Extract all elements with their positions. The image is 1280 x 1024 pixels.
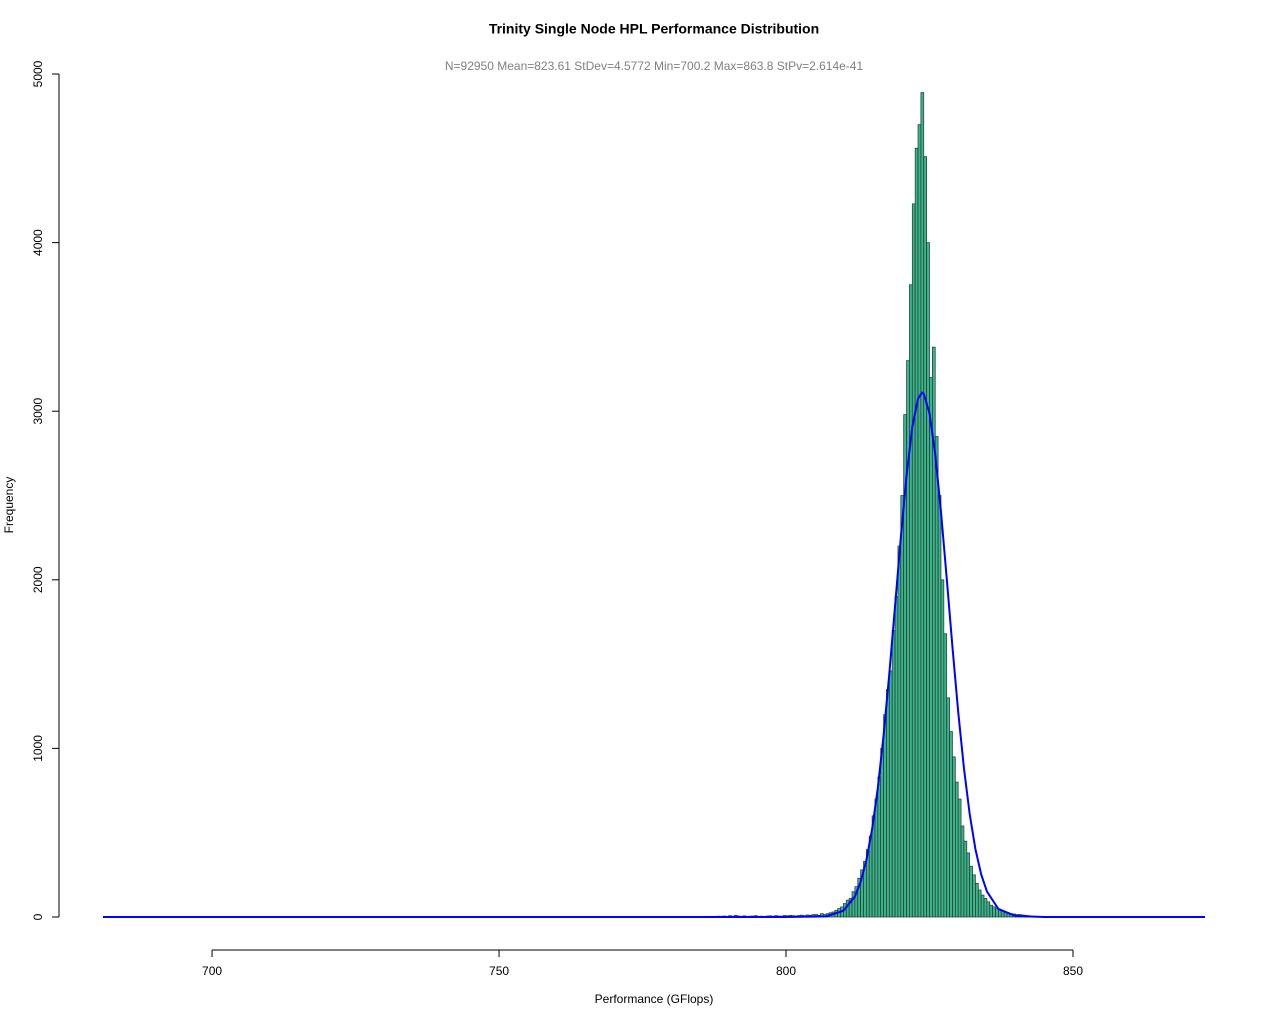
- bar: [943, 633, 948, 918]
- bar: [957, 798, 962, 918]
- y-tick-label: 1000: [31, 735, 45, 762]
- bar: [934, 436, 939, 918]
- bar: [960, 825, 965, 918]
- y-axis-label: Frequency: [2, 477, 16, 534]
- bar: [880, 748, 884, 918]
- bar: [923, 156, 927, 918]
- bar: [917, 124, 922, 918]
- bar: [992, 906, 996, 918]
- bar: [909, 284, 913, 918]
- x-axis-label: Performance (GFlops): [595, 992, 714, 1006]
- chart-subtitle: N=92950 Mean=823.61 StDev=4.5772 Min=700…: [445, 59, 864, 73]
- bar: [937, 495, 942, 918]
- bar: [949, 731, 953, 918]
- bar: [980, 894, 985, 918]
- bar: [977, 889, 982, 918]
- bar: [920, 92, 925, 918]
- bar: [911, 203, 916, 918]
- bar: [891, 630, 896, 918]
- y-tick-label: 3000: [31, 398, 45, 425]
- bar: [874, 798, 879, 918]
- bar: [952, 756, 956, 918]
- bar: [897, 545, 902, 918]
- bar: [914, 147, 919, 918]
- bar: [894, 596, 899, 918]
- bar: [888, 670, 893, 918]
- y-tick-label: 0: [31, 913, 45, 920]
- normal-curve: [103, 391, 1205, 918]
- bar: [929, 377, 933, 918]
- x-tick-label: 700: [202, 964, 222, 978]
- bar: [883, 714, 887, 918]
- bar: [954, 781, 959, 918]
- x-tick-label: 800: [776, 964, 796, 978]
- bar: [972, 874, 976, 918]
- bar: [995, 908, 999, 918]
- bar: [986, 901, 991, 918]
- bar: [975, 882, 979, 918]
- chart-title: Trinity Single Node HPL Performance Dist…: [489, 21, 819, 37]
- bar: [989, 904, 993, 918]
- bar: [969, 866, 973, 918]
- x-tick-label: 850: [1063, 964, 1083, 978]
- bar: [946, 697, 950, 918]
- y-tick-label: 4000: [31, 229, 45, 256]
- bar: [886, 689, 890, 918]
- bar: [900, 495, 905, 918]
- bar: [926, 242, 930, 918]
- bar: [983, 898, 988, 918]
- bar: [906, 360, 910, 918]
- y-tick-label: 2000: [31, 566, 45, 593]
- bar: [877, 776, 882, 918]
- bar: [940, 579, 945, 918]
- y-tick-label: 5000: [31, 60, 45, 87]
- bar: [963, 840, 968, 918]
- bar: [868, 835, 873, 918]
- bar: [966, 852, 971, 918]
- x-tick-label: 750: [489, 964, 509, 978]
